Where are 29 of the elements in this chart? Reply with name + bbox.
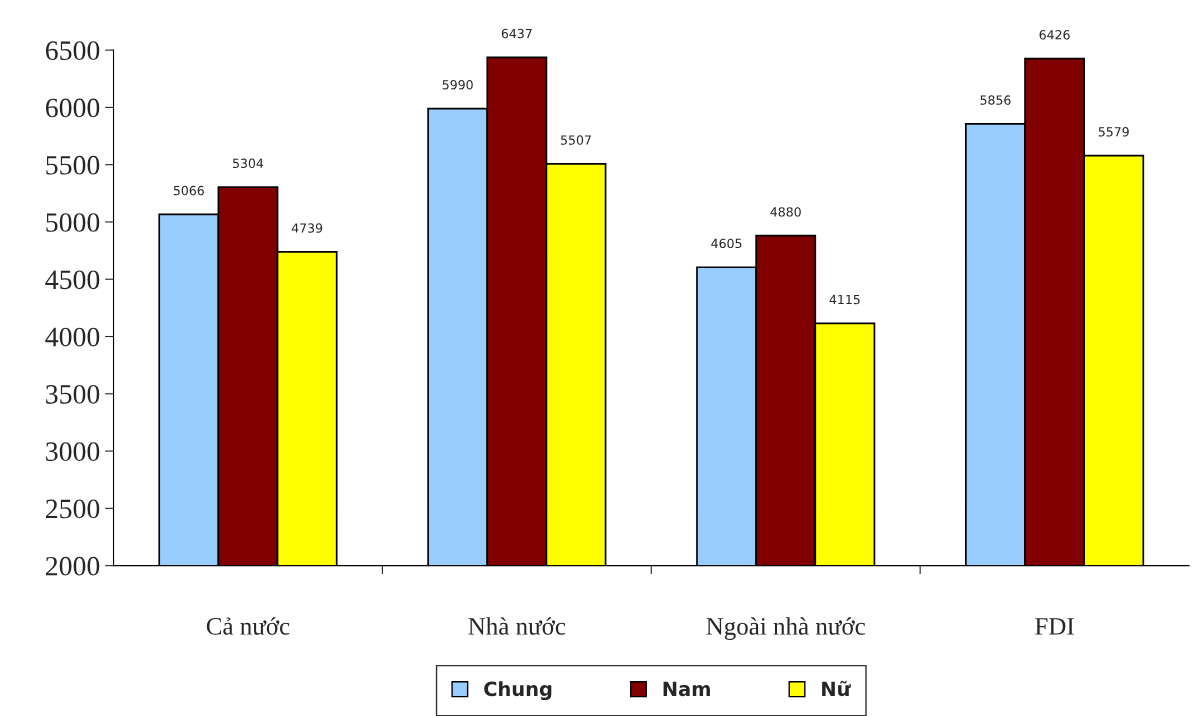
y-tick-label: 4500 [45,270,100,290]
y-tick-label: 2000 [45,556,100,576]
data-label: 5507 [561,135,591,145]
x-tick-label: Cả nước [206,617,290,635]
data-label: 6437 [501,28,532,39]
y-tick-label: 5000 [46,213,100,232]
data-label: 5066 [173,185,204,196]
y-tick-label: 5500 [46,155,100,175]
y-tick-label: 6000 [45,98,100,118]
data-label: 5579 [1098,127,1129,137]
data-label: 4739 [291,223,323,233]
y-tick-label: 6500 [45,41,100,61]
data-label: 5856 [980,95,1011,105]
data-label: 4115 [829,294,860,305]
data-label: 5990 [442,80,473,90]
data-label: 4880 [770,207,801,217]
data-label: 5304 [233,158,264,169]
x-tick-label: Ngoài nhà nước [706,617,865,640]
y-tick-label: 4000 [45,327,100,347]
y-tick-label: 3000 [46,442,100,461]
y-tick-label: 2500 [45,499,100,519]
y-tick-label: 3500 [46,384,100,404]
data-label: 6426 [1039,30,1070,40]
data-label: 4605 [711,238,742,249]
x-tick-label: Nhà nước [468,617,566,635]
x-tick-label: FDI [1035,618,1074,635]
legend-label: Nam [663,681,710,697]
legend-label: Nữ [822,680,851,697]
legend-label: Chung [484,681,552,701]
